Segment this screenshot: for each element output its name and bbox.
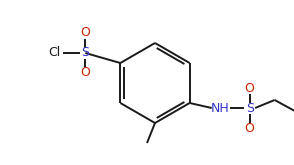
Text: O: O [245, 121, 255, 134]
Text: S: S [246, 101, 254, 115]
Text: Cl: Cl [48, 47, 61, 60]
Text: NH: NH [210, 101, 229, 115]
Text: O: O [81, 66, 90, 80]
Text: O: O [81, 27, 90, 39]
Text: O: O [245, 82, 255, 95]
Text: S: S [81, 47, 89, 60]
